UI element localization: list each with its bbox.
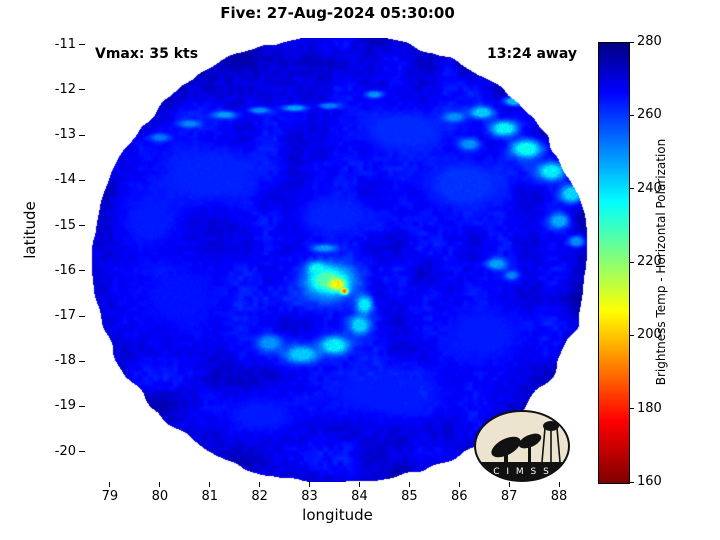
x-tick-label: 86 [450, 489, 468, 504]
figure-title: Five: 27-Aug-2024 05:30:00 [220, 4, 455, 22]
x-tick-label: 83 [301, 489, 318, 504]
x-tick [159, 482, 161, 487]
water-tower-legs [541, 427, 561, 463]
y-tick [79, 225, 85, 227]
y-tick [79, 360, 85, 362]
y-tick-label: -15 [54, 217, 76, 233]
y-tick-label: -19 [54, 398, 76, 414]
y-axis-label: latitude [21, 201, 39, 259]
y-tick-label: -13 [54, 127, 76, 143]
y-tick-label: -14 [54, 172, 76, 188]
colorbar-tick [630, 261, 634, 263]
colorbar-tick-label: 240 [637, 180, 662, 196]
time-away-annotation: 13:24 away [487, 46, 577, 62]
x-tick [458, 482, 460, 487]
y-tick-label: -18 [54, 353, 76, 369]
logo-text: C I M S S [493, 467, 551, 477]
x-tick [209, 482, 211, 487]
colorbar-tick-label: 220 [637, 254, 662, 269]
dish-stand [504, 450, 508, 464]
colorbar-tick [630, 114, 634, 116]
x-tick-label: 80 [151, 489, 169, 504]
plot-area: Vmax: 35 kts 13:24 away C I M S S [85, 38, 590, 482]
y-tick-label: -17 [54, 308, 76, 324]
x-tick-label: 84 [351, 489, 368, 504]
x-tick [408, 482, 410, 487]
colorbar-tick [630, 481, 634, 483]
y-tick-label: -16 [54, 262, 76, 278]
y-tick-label: -12 [54, 81, 76, 97]
colorbar-tick-label: 260 [637, 107, 662, 123]
dish-stand [528, 444, 531, 464]
y-tick [79, 179, 85, 181]
colorbar-tick-label: 280 [637, 34, 662, 49]
x-tick [259, 482, 261, 487]
y-tick [79, 89, 85, 91]
y-tick [79, 451, 85, 453]
colorbar [598, 42, 630, 484]
colorbar-tick [630, 41, 634, 43]
x-tick [109, 482, 111, 487]
x-axis-label: longitude [302, 506, 373, 524]
x-tick-label: 82 [251, 489, 268, 504]
x-tick-label: 79 [101, 489, 119, 504]
colorbar-tick [630, 188, 634, 190]
logo-band [475, 462, 569, 481]
y-tick [79, 315, 85, 317]
x-tick-label: 88 [550, 489, 568, 504]
colorbar-tick-label: 180 [637, 400, 662, 416]
colorbar-tick [630, 334, 634, 336]
y-tick [79, 44, 85, 46]
water-tower-icon [543, 421, 559, 431]
cimss-logo: C I M S S [474, 410, 570, 482]
x-tick [358, 482, 360, 487]
brightness-temp-heatmap [85, 38, 590, 482]
vmax-annotation: Vmax: 35 kts [95, 46, 199, 62]
radio-dish-icon [518, 433, 542, 449]
x-tick [508, 482, 510, 487]
x-tick-label: 87 [500, 489, 518, 504]
y-tick [79, 270, 85, 272]
y-tick-label: -20 [54, 443, 76, 459]
y-tick-label: -11 [54, 36, 76, 52]
y-tick [79, 134, 85, 136]
colorbar-tick-label: 200 [637, 327, 662, 343]
colorbar-tick [630, 408, 634, 410]
colorbar-tick-label: 160 [637, 474, 662, 489]
x-tick [558, 482, 560, 487]
x-tick-label: 85 [401, 489, 418, 504]
y-tick [79, 405, 85, 407]
x-tick [309, 482, 311, 487]
colorbar-gradient [599, 43, 629, 483]
x-tick-label: 81 [201, 489, 219, 504]
radio-dish-icon [491, 436, 521, 458]
